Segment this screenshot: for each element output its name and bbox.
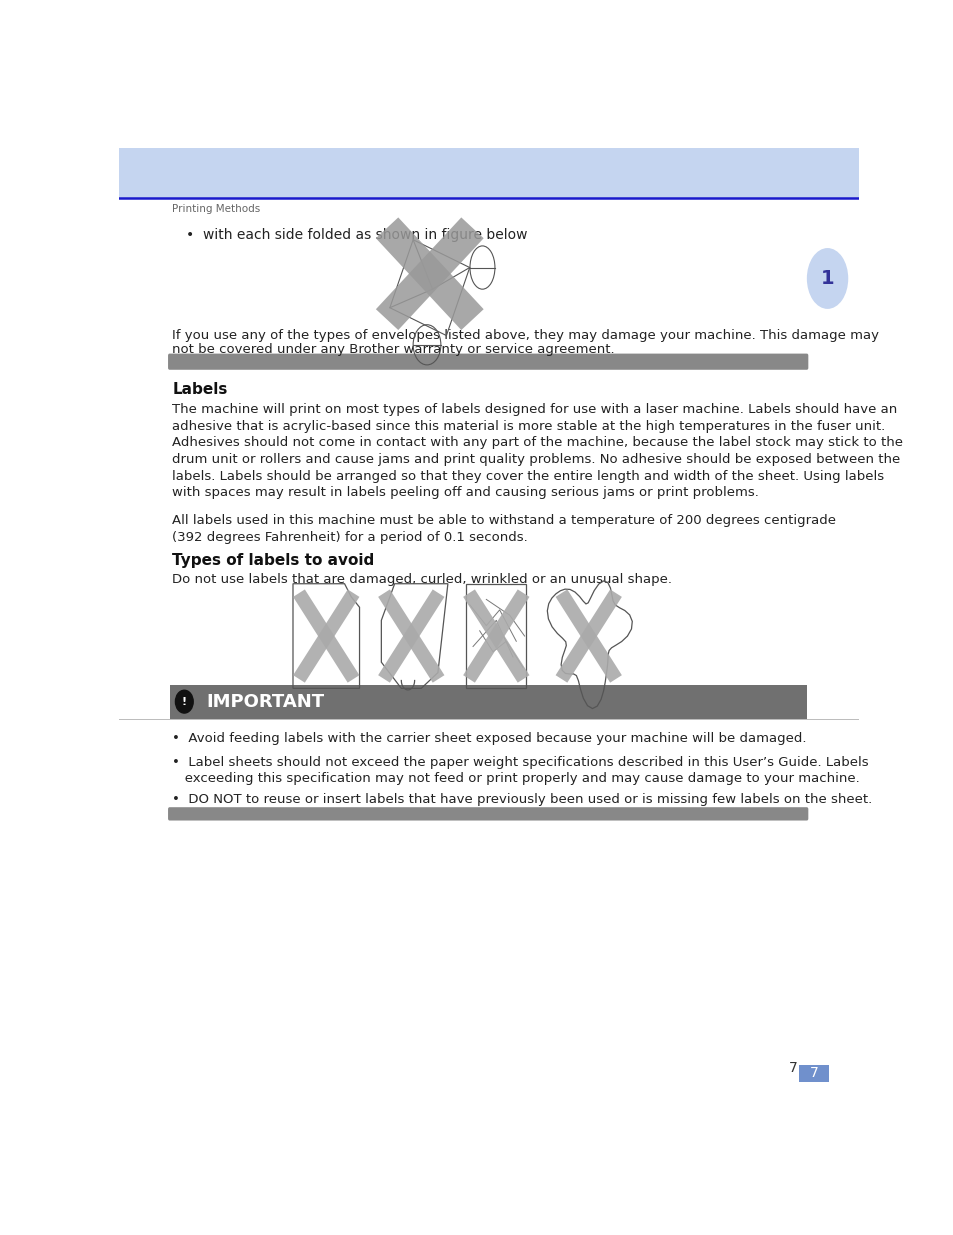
- Text: Adhesives should not come in contact with any part of the machine, because the l: Adhesives should not come in contact wit…: [172, 436, 902, 450]
- Text: The machine will print on most types of labels designed for use with a laser mac: The machine will print on most types of …: [172, 403, 897, 416]
- Text: adhesive that is acrylic-based since this material is more stable at the high te: adhesive that is acrylic-based since thi…: [172, 420, 884, 432]
- Text: •  Label sheets should not exceed the paper weight specifications described in t: • Label sheets should not exceed the pap…: [172, 756, 868, 769]
- Text: •  Avoid feeding labels with the carrier sheet exposed because your machine will: • Avoid feeding labels with the carrier …: [172, 732, 806, 745]
- FancyBboxPatch shape: [168, 808, 807, 820]
- Text: exceeding this specification may not feed or print properly and may cause damage: exceeding this specification may not fee…: [172, 773, 860, 785]
- FancyBboxPatch shape: [799, 1065, 828, 1082]
- Text: Printing Methods: Printing Methods: [172, 204, 260, 214]
- Text: drum unit or rollers and cause jams and print quality problems. No adhesive shou: drum unit or rollers and cause jams and …: [172, 453, 900, 466]
- FancyBboxPatch shape: [168, 353, 807, 369]
- Ellipse shape: [806, 248, 847, 309]
- Text: 7: 7: [788, 1061, 797, 1076]
- Text: Types of labels to avoid: Types of labels to avoid: [172, 553, 375, 568]
- FancyBboxPatch shape: [119, 148, 858, 198]
- Text: •  with each side folded as shown in figure below: • with each side folded as shown in figu…: [186, 228, 527, 242]
- Text: 1: 1: [820, 269, 834, 288]
- Text: !: !: [182, 697, 187, 706]
- Text: not be covered under any Brother warranty or service agreement.: not be covered under any Brother warrant…: [172, 343, 615, 356]
- Text: 7: 7: [809, 1067, 818, 1081]
- Text: •  DO NOT to reuse or insert labels that have previously been used or is missing: • DO NOT to reuse or insert labels that …: [172, 793, 872, 806]
- FancyBboxPatch shape: [170, 684, 806, 719]
- Text: Do not use labels that are damaged, curled, wrinkled or an unusual shape.: Do not use labels that are damaged, curl…: [172, 573, 672, 587]
- Text: Labels: Labels: [172, 382, 228, 398]
- Text: If you use any of the types of envelopes listed above, they may damage your mach: If you use any of the types of envelopes…: [172, 329, 879, 342]
- Text: labels. Labels should be arranged so that they cover the entire length and width: labels. Labels should be arranged so tha…: [172, 469, 883, 483]
- Text: with spaces may result in labels peeling off and causing serious jams or print p: with spaces may result in labels peeling…: [172, 487, 759, 499]
- Text: All labels used in this machine must be able to withstand a temperature of 200 d: All labels used in this machine must be …: [172, 514, 836, 527]
- Text: (392 degrees Fahrenheit) for a period of 0.1 seconds.: (392 degrees Fahrenheit) for a period of…: [172, 531, 528, 543]
- Text: IMPORTANT: IMPORTANT: [206, 693, 324, 711]
- Circle shape: [175, 690, 193, 713]
